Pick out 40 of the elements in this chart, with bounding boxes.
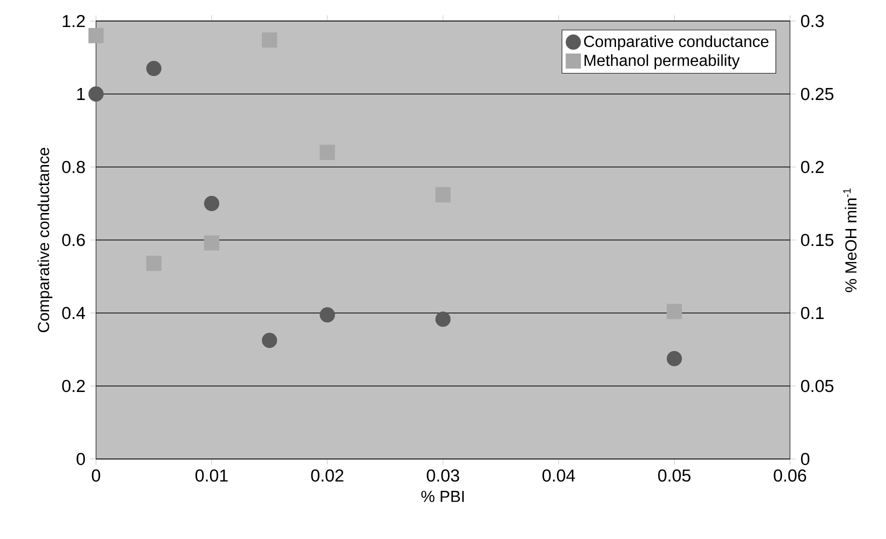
y2-tick-label: 0.2 <box>801 160 824 174</box>
x-tick-label: 0.01 <box>195 469 228 482</box>
point <box>666 351 682 366</box>
point <box>320 144 335 160</box>
y-tick-label: 1 <box>77 88 85 100</box>
x-tick-label: 0.06 <box>774 469 806 482</box>
legend-label: Comparative conductance <box>584 35 768 50</box>
legend-label: Methanol permeability <box>584 54 740 70</box>
y-axis-title: Comparative conductance <box>37 148 52 332</box>
y2-tick-label: 0 <box>801 452 810 466</box>
y2-axis-title: % MeOH min$^{-1}$ <box>843 188 857 292</box>
y-tick-label: 0.8 <box>62 160 85 174</box>
point <box>435 187 451 202</box>
point <box>146 256 162 271</box>
x-tick-label: 0.05 <box>658 469 690 482</box>
x-tick-label: 0 <box>92 469 100 482</box>
point <box>320 307 335 322</box>
point <box>88 86 104 102</box>
y2-tick-label: 0.05 <box>801 380 834 392</box>
x-tick-label: 0.02 <box>311 469 344 482</box>
y2-tick-label: 0.3 <box>801 14 824 28</box>
point <box>88 28 104 44</box>
x-axis-title: % PBI <box>421 490 464 502</box>
point <box>666 304 682 320</box>
x-tick-label: 0.03 <box>426 469 460 482</box>
point <box>262 332 278 348</box>
point <box>204 196 220 212</box>
y-tick-label: 0 <box>76 452 85 466</box>
y-tick-label: 1.2 <box>62 14 85 28</box>
point <box>146 60 162 76</box>
y2-tick-label: 0.25 <box>801 88 834 100</box>
point <box>262 32 278 48</box>
y2-tick-label: 0.1 <box>801 306 824 320</box>
y-tick-label: 0.6 <box>62 234 85 246</box>
y-tick-label: 0.2 <box>62 380 85 392</box>
point <box>435 312 451 327</box>
x-tick-label: 0.04 <box>542 469 576 482</box>
y-tick-label: 0.4 <box>62 306 86 320</box>
point <box>204 235 220 251</box>
y2-tick-label: 0.15 <box>801 234 834 246</box>
